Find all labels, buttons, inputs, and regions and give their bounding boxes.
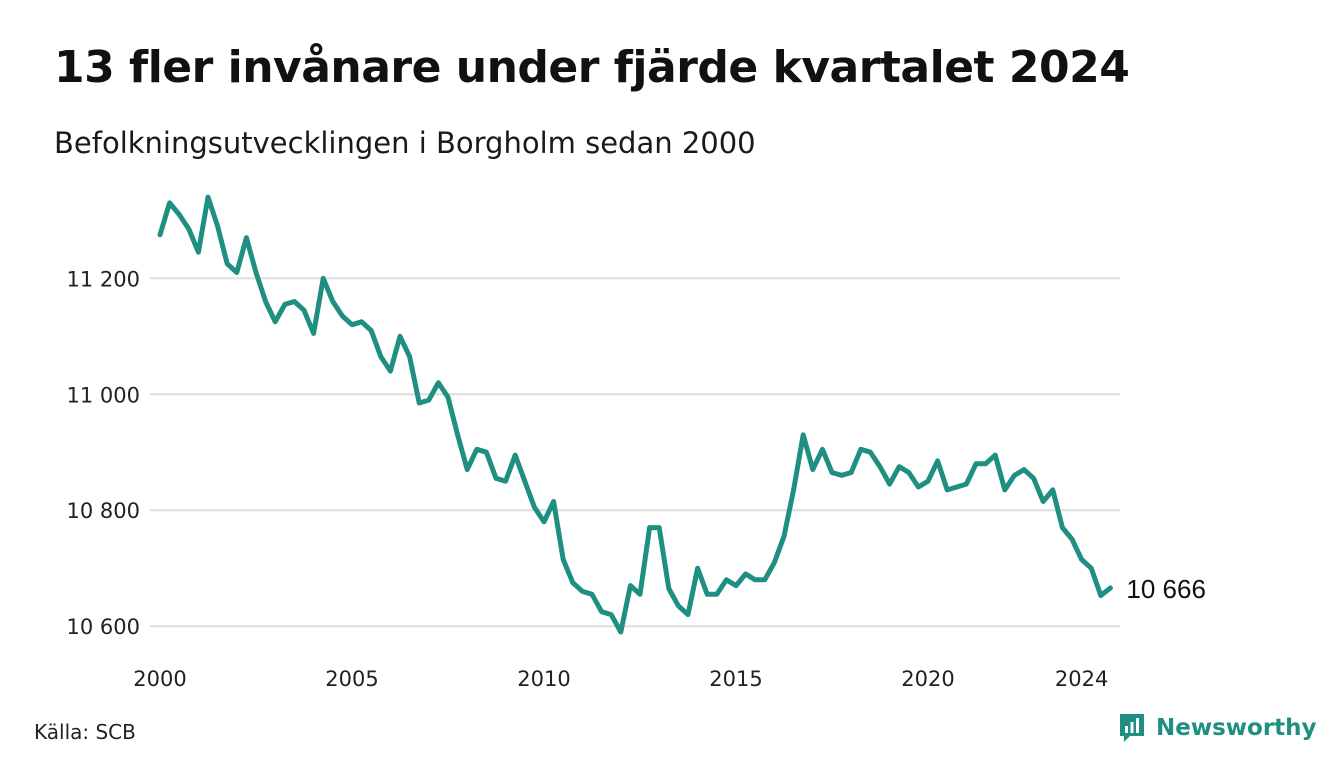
source-note: Källa: SCB xyxy=(34,720,136,744)
chart-subtitle: Befolkningsutvecklingen i Borgholm sedan… xyxy=(54,126,756,160)
gridlines xyxy=(150,277,1120,628)
newsworthy-logo-icon xyxy=(1120,714,1144,742)
brand-name: Newsworthy xyxy=(1156,715,1317,741)
x-tick-label: 2010 xyxy=(517,667,570,691)
y-axis-ticks: 10 600 10 800 11 000 11 200 xyxy=(67,267,140,639)
y-tick-label: 11 200 xyxy=(67,267,140,291)
series-population xyxy=(157,194,1113,635)
x-tick-label: 2000 xyxy=(133,667,186,691)
y-tick-label: 10 600 xyxy=(67,615,140,639)
brand-logo: Newsworthy xyxy=(1118,712,1317,744)
x-axis-ticks: 2000 2005 2010 2015 2020 2024 xyxy=(133,667,1108,691)
end-value-label: 10 666 xyxy=(1126,574,1206,604)
x-tick-label: 2005 xyxy=(325,667,378,691)
series-line xyxy=(157,194,1113,635)
x-tick-label: 2015 xyxy=(709,667,762,691)
y-tick-label: 11 000 xyxy=(67,383,140,407)
chart-title: 13 fler invånare under fjärde kvartalet … xyxy=(54,42,1130,93)
y-tick-label: 10 800 xyxy=(67,499,140,523)
x-tick-label: 2024 xyxy=(1055,667,1108,691)
x-tick-label: 2020 xyxy=(901,667,954,691)
